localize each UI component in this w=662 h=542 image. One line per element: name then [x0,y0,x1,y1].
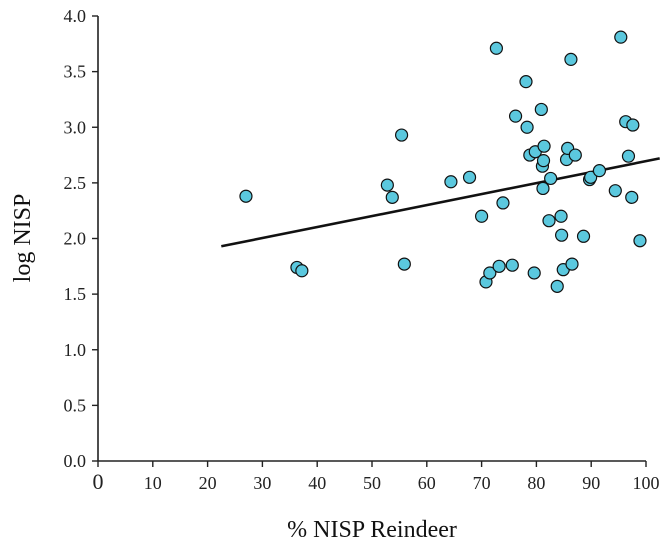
data-point [544,171,558,186]
data-point [397,257,411,271]
x-axis-title: % NISP Reindeer [287,517,457,542]
y-tick-label: 4.0 [64,6,87,26]
data-point [536,154,551,168]
y-tick-label: 0.0 [64,451,87,471]
data-point [295,264,309,278]
data-point [239,189,253,203]
data-point [385,190,399,204]
x-tick-label: 20 [199,473,217,493]
y-tick-label: 2.0 [64,229,87,249]
x-tick-label: 0 [93,469,104,494]
data-point [568,148,582,162]
data-point [508,109,523,123]
data-point [625,190,639,204]
x-tick-label: 100 [633,473,660,493]
x-tick-label: 60 [418,473,436,493]
data-point [492,259,506,273]
data-point [554,209,568,223]
y-tick-label: 2.5 [64,173,87,193]
x-tick-label: 30 [253,473,271,493]
data-point [565,257,579,271]
data-point [614,30,628,44]
data-point [608,184,622,198]
data-point [534,102,548,117]
x-tick-label: 10 [144,473,162,493]
data-point [489,41,503,55]
data-point [475,209,489,223]
data-point [584,170,598,184]
y-tick-label: 1.5 [64,284,87,304]
x-tick-label: 70 [473,473,491,493]
y-tick-label: 0.5 [64,395,87,415]
x-tick-label: 80 [527,473,545,493]
y-axis-ticks: 0.0 0.5 1.0 1.5 2.0 2.5 3.0 3.5 4.0 [64,6,98,471]
data-point [444,175,458,189]
data-point [394,128,409,142]
data-point [505,258,519,272]
data-point [536,181,550,196]
x-tick-label: 50 [363,473,381,493]
data-point [462,170,477,184]
y-tick-label: 3.0 [64,117,87,137]
data-point [564,52,578,66]
y-tick-label: 1.0 [64,340,87,360]
data-point [496,196,510,210]
y-tick-label: 3.5 [64,62,87,82]
data-point [592,164,607,178]
data-point [380,178,394,192]
data-point [519,75,533,89]
data-point [550,279,564,293]
data-point [520,120,534,134]
data-point [537,139,551,153]
x-axis-ticks: 0 10 20 30 40 50 60 70 80 90 100 [93,461,660,494]
data-point [527,266,541,280]
data-point [626,118,640,132]
data-points [239,30,647,293]
data-point [483,266,497,280]
data-point [542,214,556,228]
x-tick-label: 40 [308,473,326,493]
x-tick-label: 90 [582,473,600,493]
data-point [633,234,647,248]
data-point [576,229,591,243]
data-point [621,149,636,163]
data-point [555,228,569,242]
y-axis-title: log NISP [10,194,36,283]
